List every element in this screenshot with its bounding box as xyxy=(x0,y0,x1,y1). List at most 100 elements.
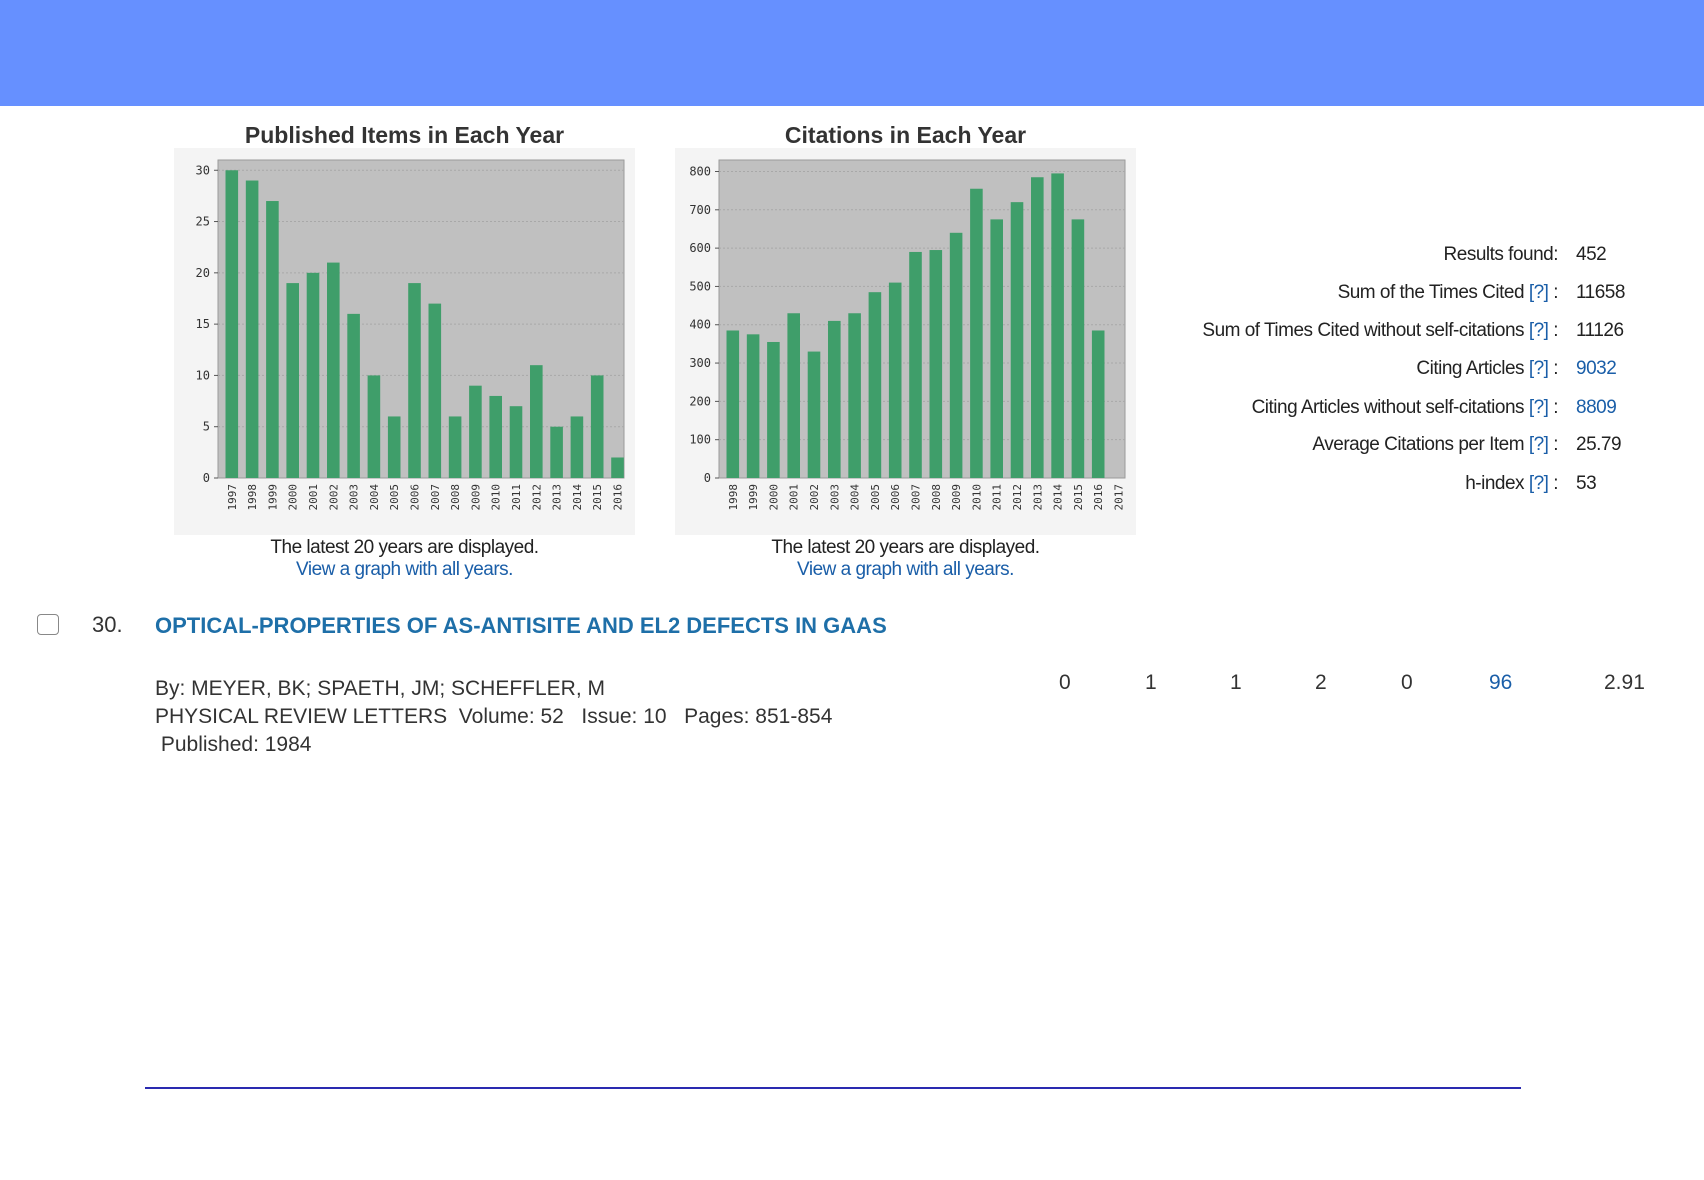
help-link[interactable]: [?] xyxy=(1528,434,1549,455)
y-tick-label: 20 xyxy=(196,266,210,280)
x-tick-label: 2001 xyxy=(307,484,320,511)
bar-2011 xyxy=(509,406,523,478)
record-select-checkbox[interactable] xyxy=(37,614,59,635)
x-tick-label: 2013 xyxy=(1031,484,1044,511)
bar-2007 xyxy=(909,251,922,478)
stat-label: Sum of the Times Cited xyxy=(1337,282,1525,303)
bar-2005 xyxy=(387,416,401,478)
total-citations-link[interactable]: 96 xyxy=(1489,671,1513,694)
x-tick-label: 2011 xyxy=(991,484,1004,511)
y-tick-label: 600 xyxy=(689,241,711,255)
chart-note-published: The latest 20 years are displayed. View … xyxy=(174,537,635,581)
stat-label: Average Citations per Item xyxy=(1312,434,1525,455)
bar-2002 xyxy=(327,262,340,478)
help-link[interactable]: [?] xyxy=(1528,397,1549,418)
bar-1997 xyxy=(225,170,239,478)
stat-label: Sum of Times Cited without self-citation… xyxy=(1202,320,1525,341)
y-tick-label: 200 xyxy=(689,394,711,408)
x-tick-label: 2007 xyxy=(429,484,442,511)
x-tick-label: 2005 xyxy=(388,484,401,511)
x-tick-label: 1999 xyxy=(266,484,279,511)
x-tick-label: 2008 xyxy=(930,484,943,511)
x-tick-label: 2011 xyxy=(510,484,523,511)
y-tick-label: 400 xyxy=(689,318,711,332)
x-tick-label: 2004 xyxy=(849,484,862,511)
x-tick-label: 1998 xyxy=(246,484,259,511)
view-all-years-link[interactable]: View a graph with all years. xyxy=(797,559,1014,580)
record-title-link[interactable]: OPTICAL-PROPERTIES OF AS-ANTISITE AND EL… xyxy=(155,613,887,638)
record-published: Published: 1984 xyxy=(155,733,312,756)
plot-area xyxy=(718,159,1126,479)
view-all-years-link[interactable]: View a graph with all years. xyxy=(296,559,513,580)
y-tick-label: 15 xyxy=(196,317,210,331)
help-link[interactable]: [?] xyxy=(1528,320,1549,341)
stat-value: 25.79 xyxy=(1576,434,1622,455)
bar-1998 xyxy=(245,180,259,479)
x-tick-label: 2003 xyxy=(828,484,841,511)
stat-citing-articles: Citing Articles [?] : 9032 xyxy=(1416,358,1617,379)
bar-2000 xyxy=(286,283,299,478)
help-link[interactable]: [?] xyxy=(1528,358,1549,379)
x-tick-label: 2014 xyxy=(571,484,584,511)
citing-articles-link[interactable]: 9032 xyxy=(1576,358,1617,379)
y-tick-label: 5 xyxy=(203,420,210,434)
x-tick-label: 2016 xyxy=(612,484,625,511)
x-tick-label: 2013 xyxy=(551,484,564,511)
bar-2003 xyxy=(828,320,841,478)
x-tick-label: 2010 xyxy=(970,484,983,511)
help-link[interactable]: [?] xyxy=(1528,282,1549,303)
bar-2001 xyxy=(306,272,320,478)
record-authors: By: MEYER, BK; SPAETH, JM; SCHEFFLER, M xyxy=(155,677,606,700)
chart-citations-svg: 0 100 200 300 400 500 600 700 800 1998 1999 2000 200… xyxy=(689,159,1126,511)
y-tick-label: 500 xyxy=(689,279,711,293)
x-tick-label: 2008 xyxy=(449,484,462,511)
bar-2012 xyxy=(1010,202,1024,478)
x-tick-label: 2000 xyxy=(767,484,780,511)
count-cell: 1 xyxy=(1230,671,1242,694)
stat-value: 11126 xyxy=(1576,320,1624,341)
bar-2014 xyxy=(1051,173,1064,478)
x-tick-label: 2002 xyxy=(327,484,340,511)
x-tick-label: 2009 xyxy=(950,484,963,511)
bar-2010 xyxy=(489,395,502,478)
x-tick-label: 1999 xyxy=(747,484,760,511)
bar-2013 xyxy=(550,426,563,478)
help-link[interactable]: [?] xyxy=(1528,473,1549,494)
bar-1998 xyxy=(726,330,740,478)
x-tick-label: 2016 xyxy=(1092,484,1105,511)
y-tick-label: 800 xyxy=(689,164,711,178)
x-tick-label: 2002 xyxy=(808,484,821,511)
bar-2008 xyxy=(929,250,943,478)
stat-h-index: h-index [?] : 53 xyxy=(1465,473,1597,494)
count-cell: 2 xyxy=(1315,671,1327,694)
stat-sum-times-cited: Sum of the Times Cited [?] : 11658 xyxy=(1337,282,1626,303)
stat-average-citations: Average Citations per Item [?] : 25.79 xyxy=(1312,434,1622,455)
y-tick-label: 30 xyxy=(196,163,210,177)
x-tick-label: 2017 xyxy=(1113,484,1126,511)
bar-2014 xyxy=(570,416,584,478)
citing-articles-no-self-link[interactable]: 8809 xyxy=(1576,397,1617,418)
x-tick-label: 2012 xyxy=(1011,484,1024,511)
x-tick-label: 2001 xyxy=(788,484,801,511)
bar-2001 xyxy=(787,313,800,478)
header-band xyxy=(0,0,1704,106)
bar-2016 xyxy=(611,457,624,478)
bar-1999 xyxy=(266,201,279,478)
x-tick-label: 2010 xyxy=(490,484,503,511)
stat-label: Citing Articles without self-citations xyxy=(1251,397,1525,418)
bar-2004 xyxy=(848,313,861,478)
record-number: 30. xyxy=(92,612,123,637)
bar-2007 xyxy=(428,303,442,478)
x-tick-label: 2015 xyxy=(1072,484,1085,511)
stat-citing-articles-no-self: Citing Articles without self-citations [… xyxy=(1251,397,1617,418)
chart-citations: 0 100 200 300 400 500 600 700 800 1998 1999 2000 200… xyxy=(675,148,1136,535)
record-source: PHYSICAL REVIEW LETTERS Volume: 52 Issue… xyxy=(155,705,833,728)
x-tick-label: 2006 xyxy=(889,484,902,511)
y-tick-label: 0 xyxy=(704,471,711,485)
bar-2006 xyxy=(408,283,421,478)
y-tick-label: 100 xyxy=(689,433,711,447)
bar-2003 xyxy=(347,313,360,478)
bar-2013 xyxy=(1031,177,1044,478)
x-tick-label: 2009 xyxy=(469,484,482,511)
bar-2011 xyxy=(990,219,1003,478)
